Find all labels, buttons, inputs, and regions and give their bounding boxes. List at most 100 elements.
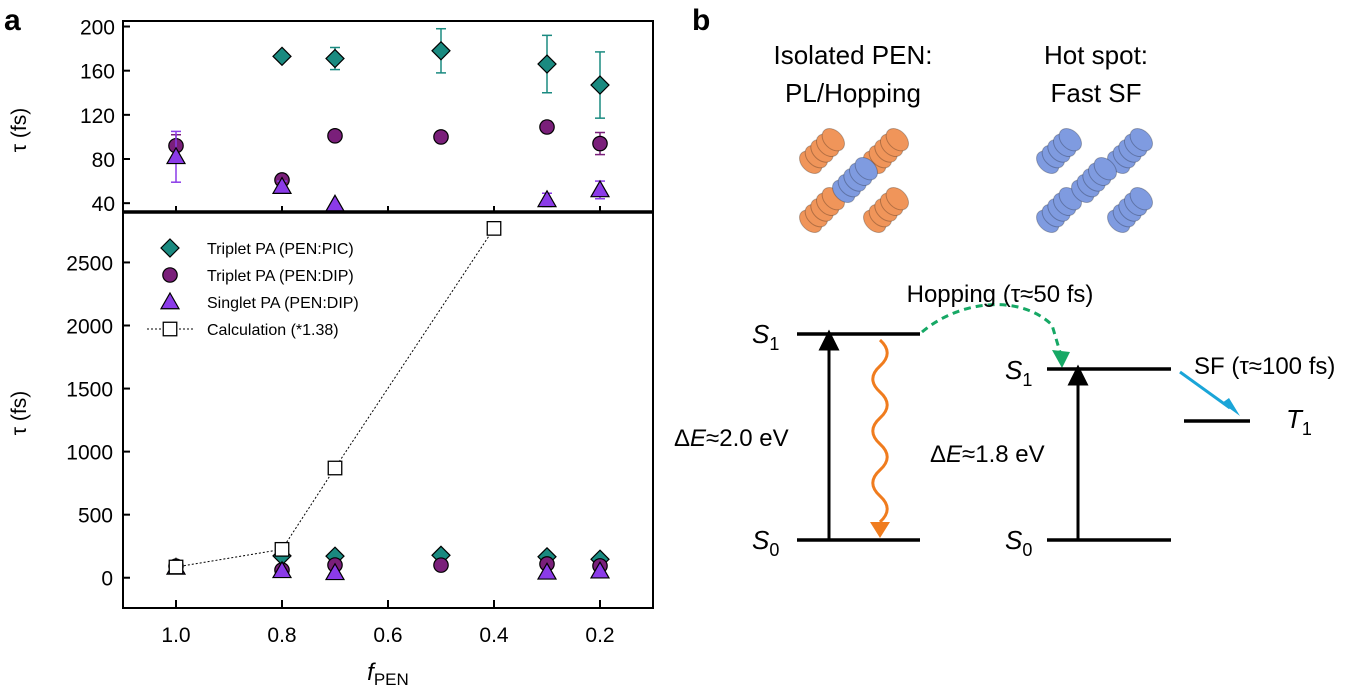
sf-arrowhead	[1222, 398, 1240, 416]
lower-point	[271, 560, 293, 579]
upper-point	[589, 179, 611, 198]
isolated-molecule-tr	[863, 128, 909, 174]
upper-point	[536, 189, 558, 208]
molecule-ring	[1129, 128, 1153, 152]
right-e-var: E	[946, 441, 963, 468]
lower-y-tick-label: 500	[78, 505, 113, 528]
upper-series-2	[165, 130, 611, 212]
isolated-pen-title: Isolated PEN: PL/Hopping	[774, 40, 933, 108]
right-s0-label: S0	[1005, 525, 1032, 560]
lower-point	[433, 557, 449, 573]
hotspot-molecule-tl	[1036, 128, 1082, 174]
left-s0-sub: 0	[769, 540, 779, 560]
molecule-illustrations	[799, 128, 1153, 233]
molecule-ring	[885, 187, 909, 211]
lower-plot-frame	[122, 211, 654, 609]
upper-series-1	[168, 119, 608, 188]
sf-label: SF (τ≈100 fs)	[1194, 353, 1335, 380]
upper-point	[539, 119, 555, 135]
left-energy-gap-label: ΔE≈2.0 eV	[674, 425, 789, 452]
upper-point	[590, 75, 610, 95]
left-energy-value: ≈2.0 eV	[706, 425, 789, 452]
x-tick-label: 0.8	[267, 624, 296, 647]
upper-series-0	[272, 27, 610, 119]
right-s0-letter: S	[1005, 525, 1023, 555]
lower-y-tick-label: 1500	[66, 379, 113, 402]
upper-y-tick-label: 160	[80, 61, 115, 84]
isolated-molecule-br	[863, 187, 909, 233]
t1-letter: T	[1286, 404, 1304, 434]
lower-point	[589, 560, 611, 579]
calculation-line	[175, 228, 495, 568]
t1-sub: 1	[1302, 419, 1312, 439]
molecule-ring	[854, 157, 878, 181]
isolated-title-line2: PL/Hopping	[785, 78, 921, 108]
upper-point	[327, 128, 343, 144]
molecule-ring	[1093, 157, 1117, 181]
left-delta: Δ	[674, 425, 690, 452]
upper-point	[431, 40, 451, 61]
x-axis-label-main: f	[367, 659, 376, 686]
x-tick-label: 0.2	[585, 624, 614, 647]
right-s1-letter: S	[1005, 355, 1023, 385]
hopping-arrow	[921, 303, 1062, 353]
right-s1-label: S1	[1005, 355, 1032, 390]
lower-point	[536, 562, 558, 580]
t1-label: T1	[1286, 404, 1312, 439]
panel-label-b: b	[692, 4, 710, 37]
hopping-arrowhead	[1052, 350, 1070, 368]
upper-point	[325, 48, 345, 69]
lower-point	[168, 559, 184, 575]
left-s0-label: S0	[752, 525, 779, 560]
legend-marker	[159, 291, 181, 310]
x-axis-label-sub: PEN	[374, 670, 409, 689]
hotspot-molecule-center	[1071, 157, 1117, 203]
lower-point	[486, 220, 502, 236]
molecule-ring	[1129, 187, 1153, 211]
legend: Triplet PA (PEN:PIC) Triplet PA (PEN:DIP)…	[147, 238, 359, 339]
upper-point	[592, 135, 608, 152]
right-energy-gap-label: ΔE≈1.8 eV	[930, 441, 1045, 468]
upper-point	[324, 194, 346, 212]
upper-plot: τ (fs) 40 80 120 160 200	[8, 17, 654, 216]
lower-point	[327, 460, 343, 476]
hotspot-molecule-br	[1107, 187, 1153, 233]
lower-y-tick-label: 0	[101, 568, 113, 591]
hopping-label: Hopping (τ≈50 fs)	[907, 281, 1094, 308]
legend-marker	[162, 267, 178, 283]
right-energy-value: ≈1.8 eV	[962, 441, 1045, 468]
sf-arrow	[1179, 370, 1231, 410]
right-s1-sub: 1	[1022, 370, 1032, 390]
pl-arrowhead	[870, 522, 890, 538]
lower-y-tick-label: 1000	[66, 442, 113, 465]
energy-diagram: S1 S0 ΔE≈2.0 eV Hopping (τ≈50 fs) SF (τ≈…	[674, 281, 1335, 560]
lower-point	[324, 562, 346, 581]
right-s0-sub: 0	[1022, 540, 1032, 560]
panel-label-a: a	[4, 4, 21, 37]
legend-marker	[162, 321, 178, 337]
upper-point	[271, 176, 293, 194]
lower-y-tick-label: 2500	[66, 252, 113, 275]
isolated-molecule-bl	[799, 187, 845, 233]
x-axis-label: fPEN	[367, 659, 409, 689]
lower-y-tick-label: 2000	[66, 316, 113, 339]
hotspot-title-line1: Hot spot:	[1044, 40, 1148, 70]
legend-label: Triplet PA (PEN:DIP)	[207, 268, 354, 285]
left-s0-letter: S	[752, 525, 770, 555]
isolated-molecule-tl	[799, 128, 845, 174]
hotspot-title-line2: Fast SF	[1050, 78, 1141, 108]
upper-y-axis-label: τ (fs)	[8, 108, 31, 152]
isolated-title-line1: Isolated PEN:	[774, 40, 933, 70]
upper-point	[165, 146, 187, 165]
lower-y-axis-label: τ (fs)	[8, 391, 31, 435]
hot-spot-title: Hot spot: Fast SF	[1044, 40, 1148, 108]
lower-series-3	[168, 220, 502, 575]
upper-y-tick-label: 80	[92, 149, 115, 172]
upper-y-tick-label: 200	[80, 17, 115, 40]
pl-emission-wavy-arrow	[871, 338, 889, 524]
legend-label: Triplet PA (PEN:PIC)	[207, 241, 354, 258]
left-e-var: E	[690, 425, 707, 452]
left-s1-label: S1	[752, 319, 779, 354]
right-delta: Δ	[930, 441, 946, 468]
x-tick-label: 0.4	[479, 624, 509, 647]
